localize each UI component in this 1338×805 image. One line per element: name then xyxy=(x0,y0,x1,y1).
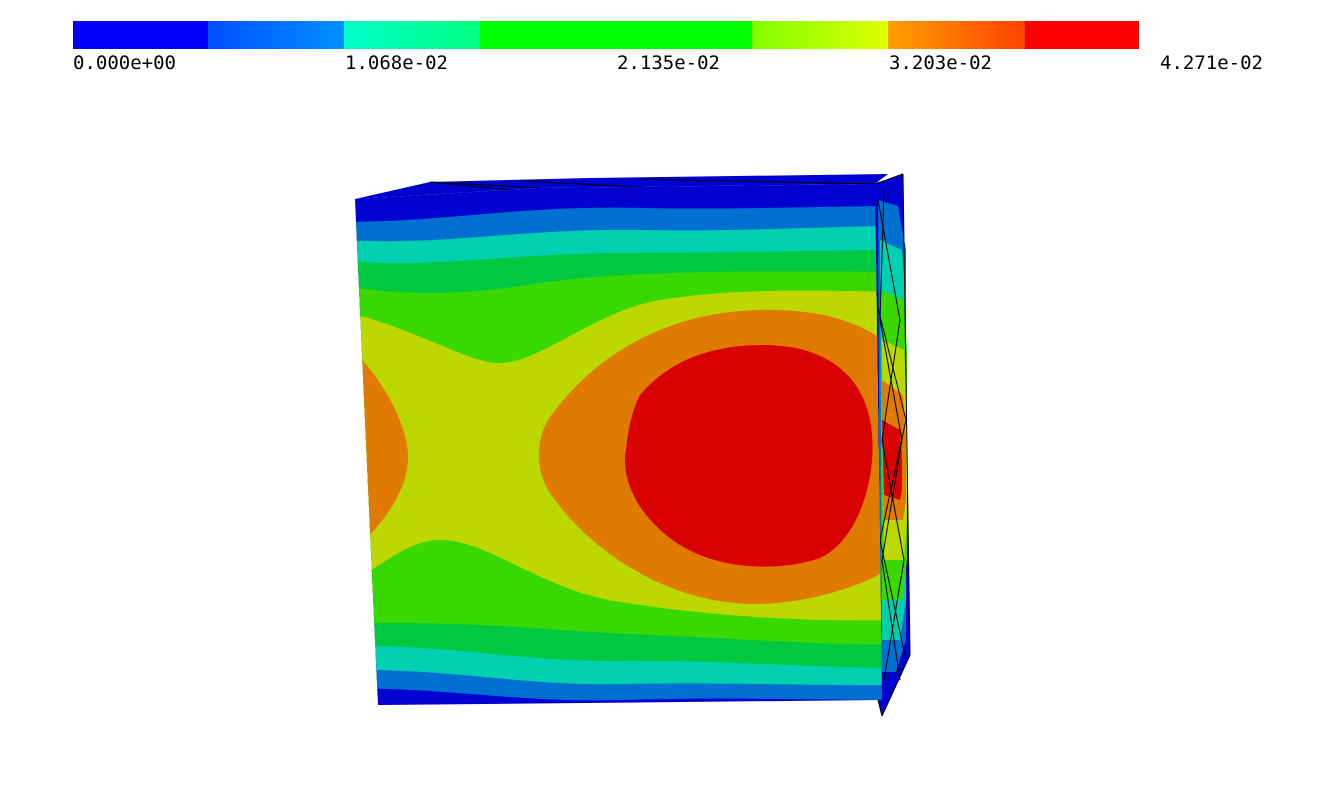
colorbar-tick-label: 4.271e-02 xyxy=(1160,52,1263,74)
colorbar-segment xyxy=(888,21,1026,49)
colorbar-segment xyxy=(752,21,889,49)
colorbar-segment xyxy=(1025,21,1139,49)
model-top-face xyxy=(355,174,888,199)
colorbar-tick-label: 2.135e-02 xyxy=(617,52,720,74)
colorbar-segment xyxy=(73,21,209,49)
model-front-face xyxy=(355,184,882,705)
colorbar-segment xyxy=(208,21,345,49)
colorbar-tick-label: 0.000e+00 xyxy=(73,52,176,74)
colorbar-segment xyxy=(344,21,481,49)
colorbar-tick-label: 1.068e-02 xyxy=(345,52,448,74)
colorbar-segment xyxy=(480,21,753,49)
colorbar xyxy=(73,21,1139,49)
colorbar-tick-label: 3.203e-02 xyxy=(889,52,992,74)
model-side-face xyxy=(874,173,911,717)
